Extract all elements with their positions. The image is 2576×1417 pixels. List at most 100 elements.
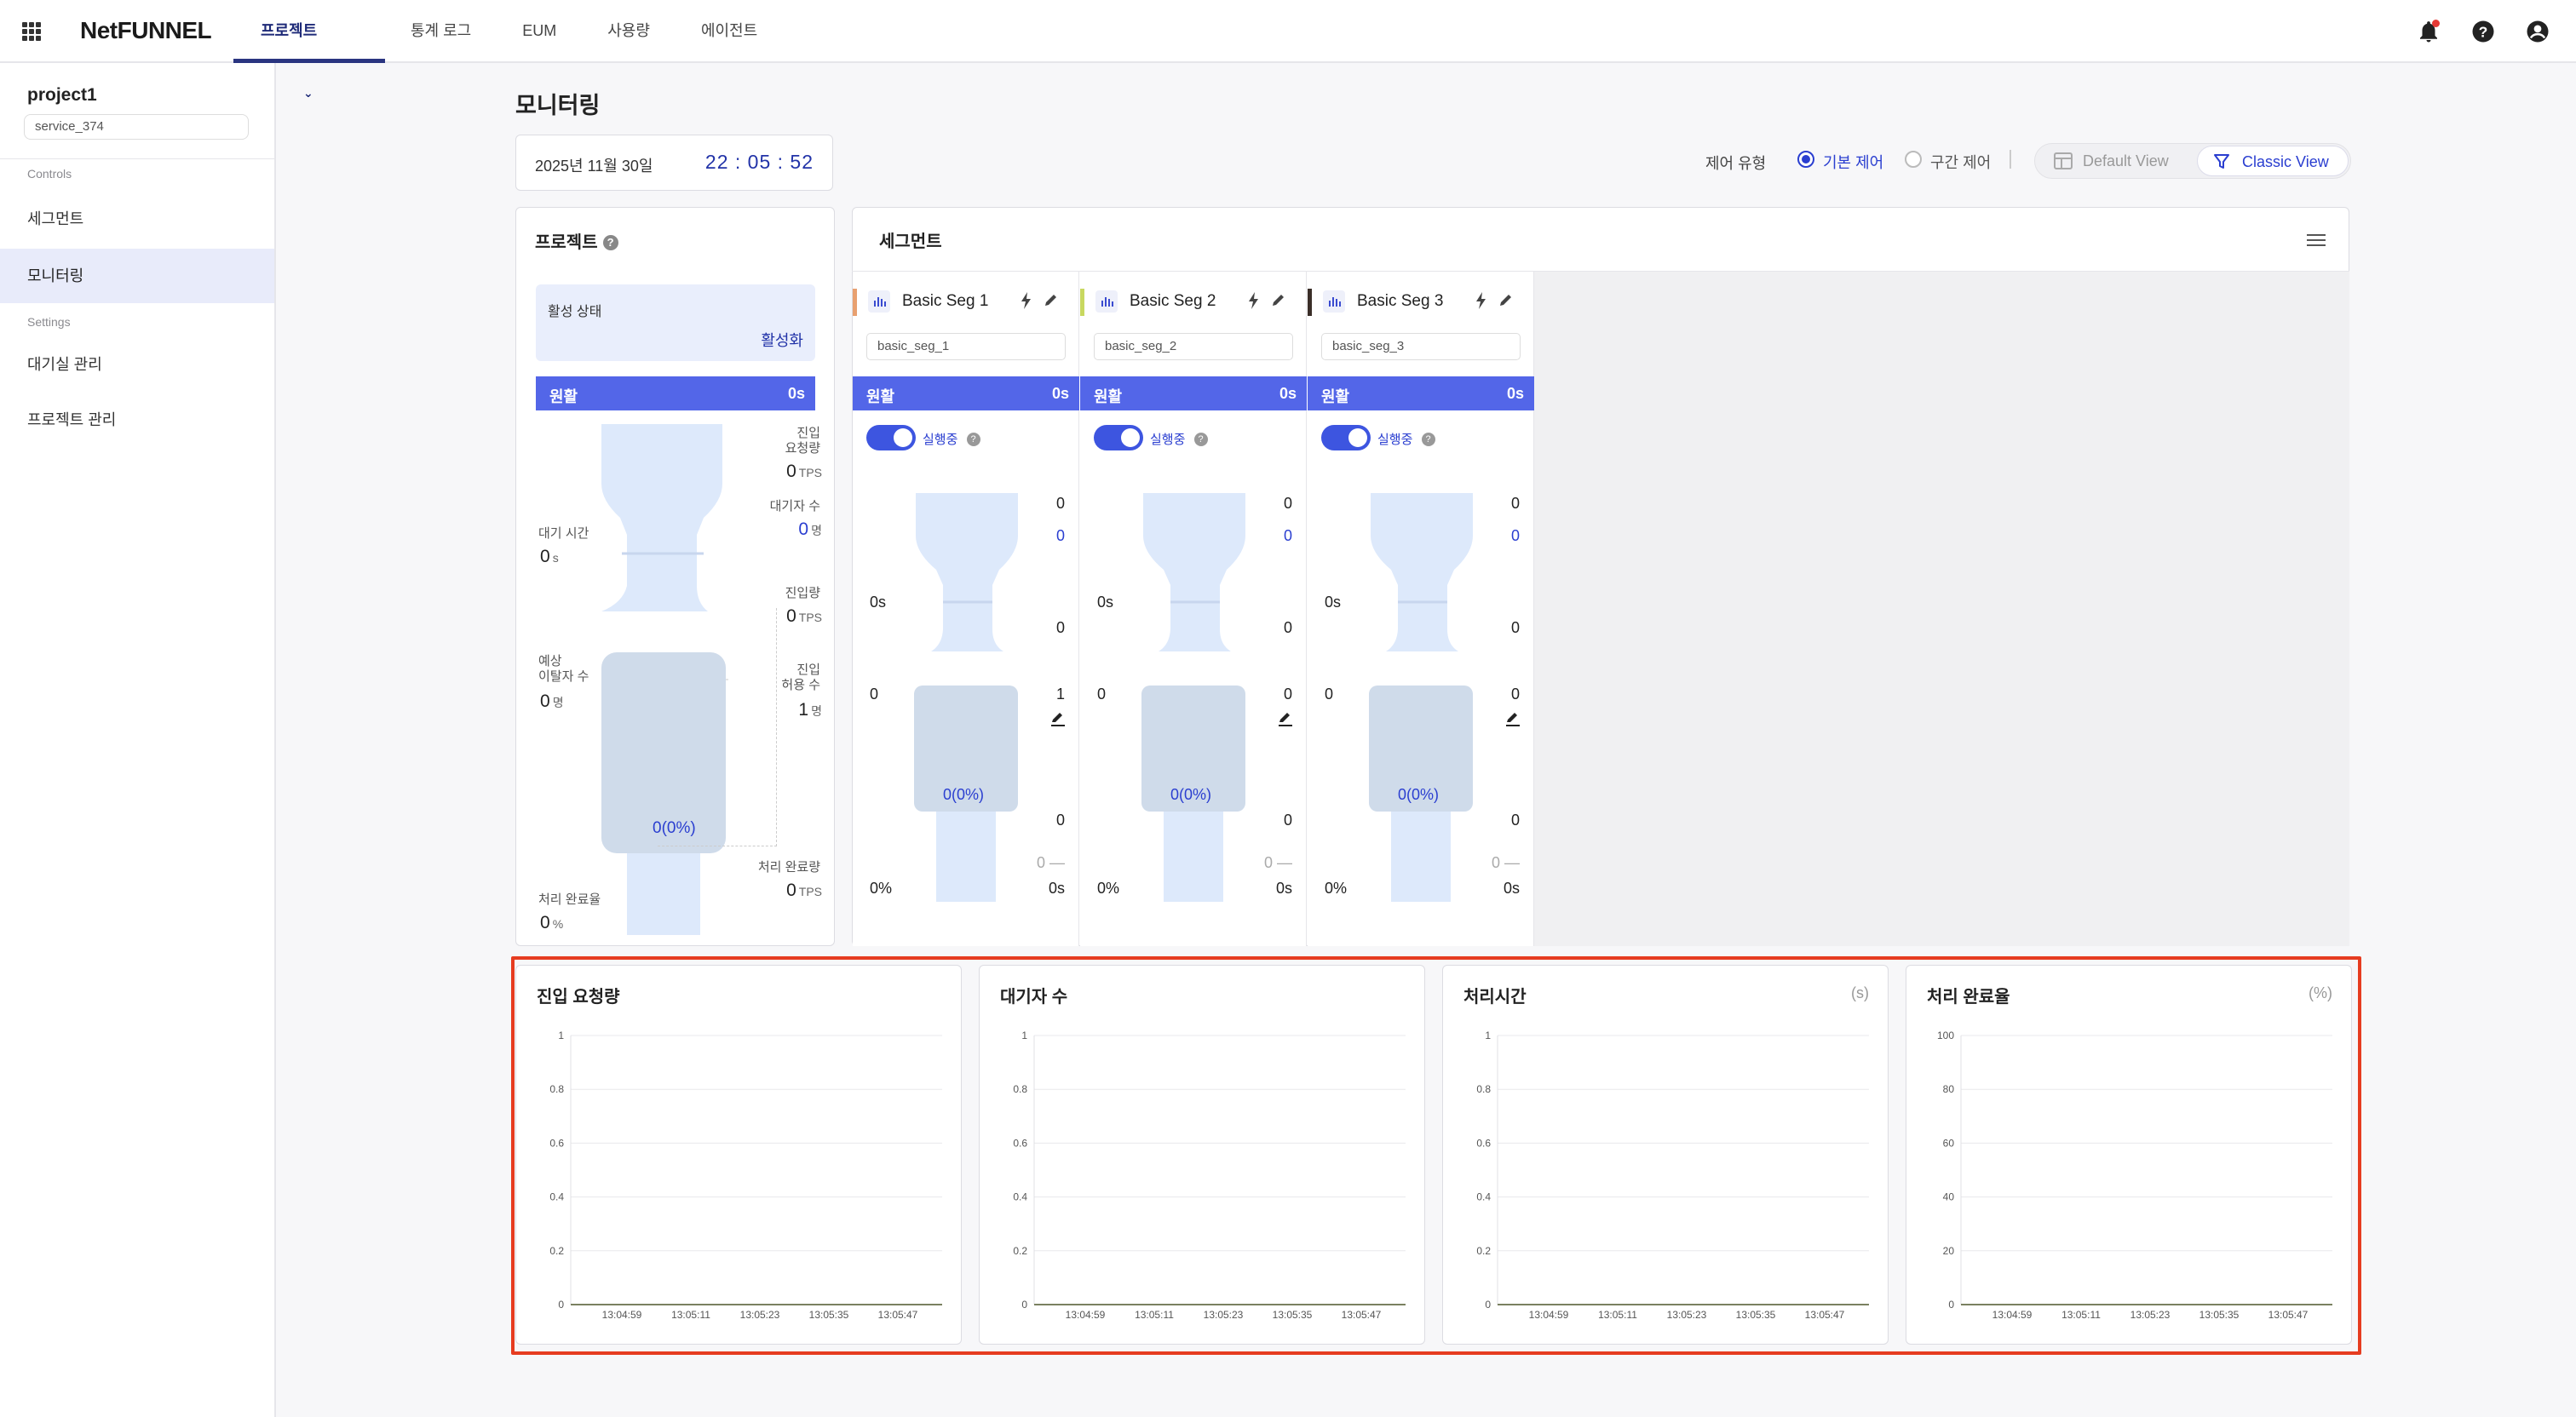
main-nav: 프로젝트 ⌄ 통계 로그 EUM 사용량 에이전트	[233, 0, 783, 100]
segment-color-stripe	[1308, 289, 1312, 316]
segment-id-field[interactable]: basic_seg_1	[866, 333, 1066, 360]
segment-wait: 0s	[1325, 594, 1342, 611]
segment-value-6: 0 —	[1036, 854, 1065, 871]
chevron-down-icon: ⌄	[303, 86, 313, 100]
y-tick-label: 40	[1943, 1191, 1955, 1203]
segment-card: Basic Seg 1 basic_seg_1 원활 0s 실행중 ? 0 0	[853, 272, 1079, 946]
done-amount-value: 0 TPS	[786, 881, 822, 901]
y-tick-label: 0	[1948, 1299, 1954, 1311]
status-label: 활성 상태	[548, 305, 602, 319]
time-text: 22 : 05 : 52	[704, 151, 814, 173]
segment-left-value: 0	[1097, 686, 1107, 703]
lightning-icon[interactable]	[1020, 292, 1033, 313]
segment-status-label: 원활	[866, 388, 895, 405]
segment-name: Basic Seg 2	[1130, 292, 1216, 310]
chart-title: 대기자 수	[1000, 988, 1068, 1007]
segment-value-5: 0	[1283, 812, 1292, 829]
lightning-icon[interactable]	[1475, 292, 1488, 313]
run-toggle[interactable]	[866, 425, 916, 450]
help-icon[interactable]: ?	[1193, 433, 1208, 446]
segment-id-field[interactable]: basic_seg_2	[1094, 333, 1293, 360]
entry-request-label-1: 진입	[796, 426, 820, 440]
classic-view-button[interactable]: Classic View	[2197, 146, 2349, 176]
segment-name: Basic Seg 3	[1357, 292, 1444, 310]
segment-funnel-graphic	[1141, 493, 1245, 902]
segment-value-3: 0	[1283, 619, 1292, 636]
segment-value-3: 0	[1055, 619, 1065, 636]
segment-status-value: 0s	[1051, 385, 1069, 402]
default-view-button[interactable]: Default View	[2038, 146, 2192, 176]
nav-stats-log[interactable]: 통계 로그	[411, 22, 472, 39]
x-tick-label: 13:05:11	[1598, 1309, 1637, 1321]
nav-usage[interactable]: 사용량	[607, 22, 650, 39]
edit-icon[interactable]	[1271, 292, 1286, 312]
account-icon[interactable]	[2525, 19, 2550, 44]
entry-amount-value: 0 TPS	[786, 606, 822, 627]
status-bar: 원활 0s	[536, 376, 815, 410]
segment-funnel-graphic	[914, 493, 1018, 902]
x-tick-label: 13:05:47	[1805, 1309, 1845, 1321]
sidebar-item-waiting-room[interactable]: 대기실 관리	[27, 356, 102, 373]
segment-pct: 0%	[870, 880, 893, 897]
y-tick-label: 1	[1485, 1030, 1491, 1041]
wait-time-number: 0	[540, 547, 550, 566]
line-chart: 1 0.8 0.6 0.4 0.2 0 13:04:59 13:05:11 13:05:23 13…	[549, 1030, 942, 1321]
x-tick-label: 13:05:35	[809, 1309, 849, 1321]
service-selector[interactable]: service_374	[24, 114, 249, 140]
x-tick-label: 13:04:59	[1066, 1309, 1106, 1321]
x-tick-label: 13:05:23	[740, 1309, 780, 1321]
segment-id-field[interactable]: basic_seg_3	[1321, 333, 1521, 360]
segment-value-6: 0 —	[1491, 854, 1520, 871]
expected-leave-label-2: 이탈자 수	[538, 669, 589, 684]
chart-title: 진입 요청량	[537, 988, 620, 1007]
segment-status-label: 원활	[1094, 388, 1123, 405]
help-icon[interactable]: ?	[2470, 19, 2496, 44]
x-tick-label: 13:05:23	[1667, 1309, 1707, 1321]
line-chart: 1 0.8 0.6 0.4 0.2 0 13:04:59 13:05:11 13:05:23 13…	[1476, 1030, 1869, 1321]
segment-ratio: 0(0%)	[1170, 786, 1212, 803]
help-icon[interactable]: ?	[602, 235, 618, 250]
radio-basic-control[interactable]	[1797, 151, 1814, 168]
segment-value-2: 0	[1283, 527, 1292, 544]
app-grid-icon[interactable]	[22, 22, 41, 41]
lightning-icon[interactable]	[1247, 292, 1261, 313]
edit-icon[interactable]	[1044, 292, 1059, 312]
nav-agent[interactable]: 에이전트	[700, 22, 758, 39]
date-text: 2025년 11월 30일	[535, 158, 653, 175]
nav-project[interactable]: 프로젝트 ⌄	[233, 0, 385, 100]
segment-value-1: 0	[1510, 495, 1520, 512]
run-toggle[interactable]	[1094, 425, 1143, 450]
chart-title: 처리시간	[1463, 988, 1527, 1007]
logo[interactable]: NetFUNNEL	[80, 17, 212, 43]
segment-card: Basic Seg 2 basic_seg_2 원활 0s 실행중 ? 0 0	[1080, 272, 1307, 946]
divider	[2010, 150, 2011, 169]
unit-pct: %	[552, 917, 564, 931]
pencil-icon[interactable]	[1051, 711, 1065, 731]
segment-status-value: 0s	[1506, 385, 1524, 402]
sidebar-item-project-settings[interactable]: 프로젝트 관리	[27, 411, 117, 428]
x-tick-label: 13:05:23	[1204, 1309, 1244, 1321]
bell-icon[interactable]	[2416, 19, 2441, 44]
entry-amount-label: 진입량	[785, 586, 820, 600]
menu-icon[interactable]	[2307, 232, 2326, 248]
segment-value-6: 0 —	[1263, 854, 1292, 871]
bar-chart-icon	[868, 290, 890, 313]
help-icon[interactable]: ?	[1421, 433, 1435, 446]
help-icon[interactable]: ?	[966, 433, 980, 446]
pencil-icon[interactable]	[1506, 711, 1520, 731]
radio-section-control[interactable]	[1905, 151, 1922, 168]
pencil-icon[interactable]	[1279, 711, 1292, 731]
sidebar-divider	[0, 158, 274, 159]
top-icons: ?	[2416, 19, 2550, 44]
nav-eum[interactable]: EUM	[522, 22, 557, 39]
funnel-graphic	[601, 424, 729, 935]
sidebar-item-segment[interactable]: 세그먼트	[27, 210, 84, 227]
sidebar-item-monitoring[interactable]: 모니터링	[0, 249, 274, 303]
y-tick-label: 0.4	[1013, 1191, 1027, 1203]
edit-icon[interactable]	[1498, 292, 1514, 312]
x-tick-label: 13:04:59	[602, 1309, 642, 1321]
run-toggle[interactable]	[1321, 425, 1371, 450]
line-chart: 1 0.8 0.6 0.4 0.2 0 13:04:59 13:05:11 13:05:23 13…	[1013, 1030, 1406, 1321]
project-panel-title: 프로젝트?	[535, 228, 618, 253]
